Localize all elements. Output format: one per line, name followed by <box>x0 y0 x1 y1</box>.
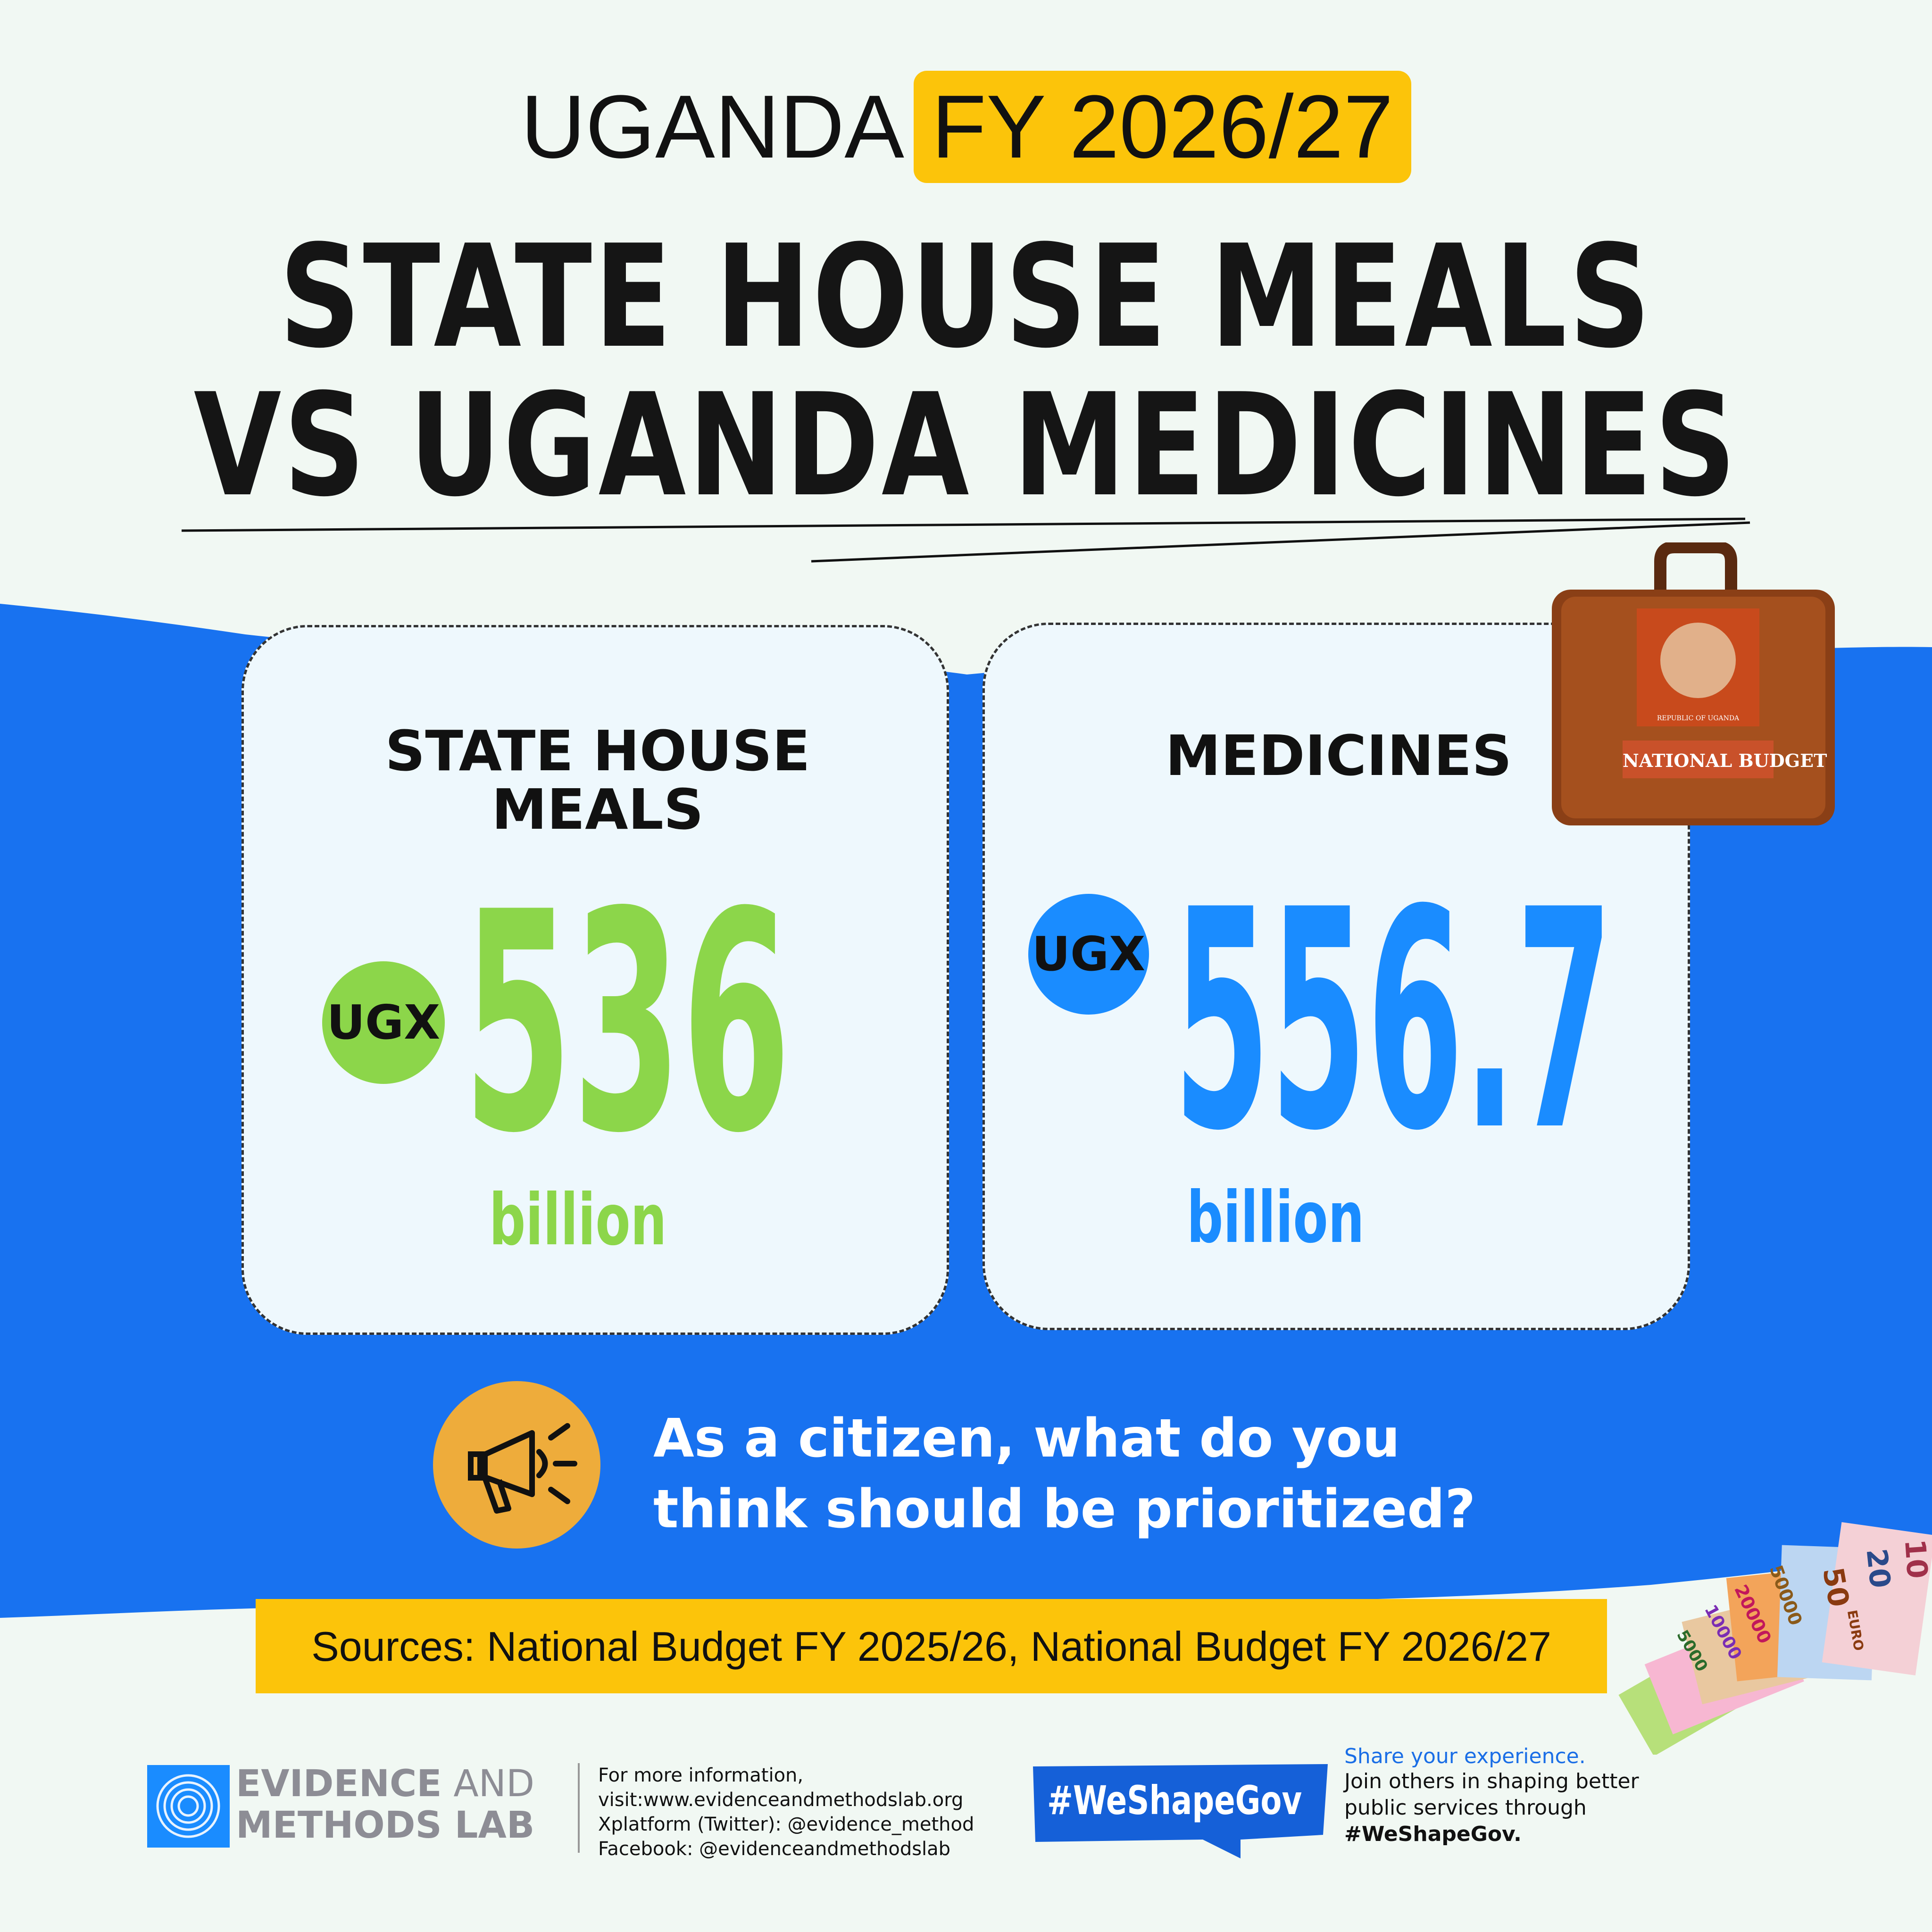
facebook-handle[interactable]: Facebook: @evidenceandmethodslab <box>598 1838 951 1860</box>
briefcase-icon: REPUBLIC OF UGANDA NATIONAL BUDGET <box>1542 541 1844 835</box>
share-line-1: Join others in shaping better <box>1344 1769 1639 1793</box>
contact-info: For more information, visit:www.evidence… <box>598 1763 974 1861</box>
state-house-meals-card: STATE HOUSE MEALS UGX 536 billion <box>242 625 949 1335</box>
sources-text: Sources: National Budget FY 2025/26, Nat… <box>311 1623 1551 1670</box>
website-link[interactable]: visit:www.evidenceandmethodslab.org <box>598 1789 964 1811</box>
fiscal-year-badge: FY 2026/27 <box>913 71 1411 183</box>
currency-badge: UGX <box>1028 894 1149 1015</box>
question-line-2: think should be prioritized? <box>653 1479 1476 1540</box>
header-row: UGANDA FY 2026/27 <box>0 71 1932 183</box>
card-title: MEDICINES <box>1165 723 1512 788</box>
banknotes-icon: 5000 10000 20000 50000 50 20 10 EURO <box>1613 1509 1932 1757</box>
country-label: UGANDA <box>521 77 904 177</box>
headline-underline <box>181 517 1750 563</box>
share-hashtag: #WeShapeGov. <box>1344 1822 1522 1846</box>
logo-word-evidence: EVIDENCE <box>236 1763 442 1805</box>
amount-value: 536 <box>463 848 791 1199</box>
banknote-denomination: 50 <box>1816 1565 1856 1610</box>
share-block: Share your experience. Join others in sh… <box>1344 1744 1639 1848</box>
share-title: Share your experience. <box>1344 1744 1586 1768</box>
footer-divider <box>578 1763 580 1853</box>
currency-badge: UGX <box>322 961 445 1084</box>
share-line-2: public services through <box>1344 1796 1587 1820</box>
hashtag-text: #WeShapeGov <box>1047 1777 1302 1824</box>
headline-line-1: STATE HOUSE MEALS <box>279 215 1653 379</box>
amount-value: 556.7 <box>1174 845 1613 1197</box>
headline-line-2: VS UGANDA MEDICINES <box>193 363 1739 528</box>
medicines-card: MEDICINES UGX 556.7 billion <box>983 623 1690 1330</box>
briefcase-emblem-text: REPUBLIC OF UGANDA <box>1657 715 1740 722</box>
contact-line: For more information, <box>598 1765 804 1786</box>
amount-unit: billion <box>489 1179 667 1261</box>
question-line-1: As a citizen, what do you <box>653 1408 1400 1469</box>
briefcase-label: NATIONAL BUDGET <box>1623 750 1827 771</box>
megaphone-icon <box>433 1381 600 1549</box>
logo-word-methods-lab: METHODS LAB <box>236 1804 535 1847</box>
twitter-handle[interactable]: Xplatform (Twitter): @evidence_method <box>598 1814 974 1835</box>
banknote-denomination: 10 <box>1898 1538 1932 1580</box>
card-title-line-1: STATE HOUSE <box>385 718 810 783</box>
banknote-denomination: 20 <box>1859 1547 1897 1590</box>
hashtag-badge: #WeShapeGov <box>1033 1764 1335 1858</box>
sources-bar: Sources: National Budget FY 2025/26, Nat… <box>256 1599 1607 1693</box>
fingerprint-logo-icon <box>147 1765 230 1848</box>
logo-word-and: AND <box>453 1763 535 1805</box>
card-title-line-2: MEALS <box>491 777 704 842</box>
organization-logo-text: EVIDENCE AND METHODS LAB <box>236 1763 534 1846</box>
citizen-question: As a citizen, what do you think should b… <box>653 1403 1475 1545</box>
amount-unit: billion <box>1187 1177 1365 1259</box>
card-title: STATE HOUSE MEALS <box>244 722 951 839</box>
